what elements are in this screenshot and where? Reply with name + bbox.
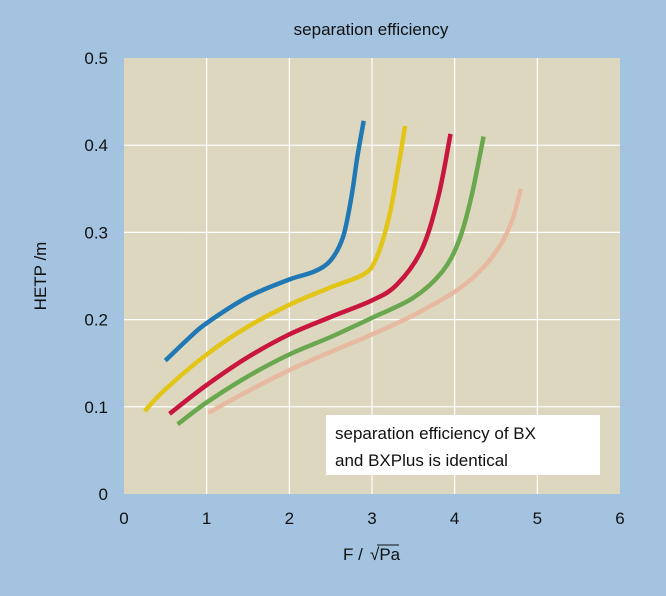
- annotation-box: separation efficiency of BX and BXPlus i…: [326, 415, 600, 475]
- series-line-2: [143, 125, 408, 413]
- series-line-1: [163, 120, 366, 363]
- series-group: [143, 120, 523, 427]
- y-tick-labels: 0 0.1 0.2 0.3 0.4 0.5: [84, 49, 108, 504]
- series-line-3: [168, 133, 453, 416]
- x-tick-label: 0: [119, 509, 128, 528]
- x-tick-label: 6: [615, 509, 624, 528]
- y-tick-label: 0.5: [84, 49, 108, 68]
- annotation-line-1: separation efficiency of BX: [335, 424, 536, 443]
- annotation-line-2: and BXPlus is identical: [335, 451, 508, 470]
- y-tick-label: 0.2: [84, 311, 108, 330]
- grid: [124, 58, 620, 494]
- x-tick-label: 1: [202, 509, 211, 528]
- series-line-4: [176, 136, 486, 427]
- chart-title: separation efficiency: [294, 20, 449, 39]
- y-axis-label: HETP /m: [31, 242, 50, 311]
- y-tick-label: 0: [99, 485, 108, 504]
- x-tick-label: 2: [285, 509, 294, 528]
- x-axis-label-root: √Pa: [370, 545, 401, 564]
- x-axis-label: F / √Pa: [343, 544, 401, 564]
- x-tick-label: 3: [367, 509, 376, 528]
- y-tick-label: 0.3: [84, 223, 108, 242]
- x-axis-label-main: F /: [343, 545, 363, 564]
- y-tick-label: 0.4: [84, 136, 108, 155]
- y-tick-label: 0.1: [84, 398, 108, 417]
- x-tick-labels: 0 1 2 3 4 5 6: [119, 509, 624, 528]
- x-tick-label: 4: [450, 509, 459, 528]
- series-line-5: [207, 188, 523, 415]
- annotation-background: [326, 415, 600, 475]
- x-tick-label: 5: [533, 509, 542, 528]
